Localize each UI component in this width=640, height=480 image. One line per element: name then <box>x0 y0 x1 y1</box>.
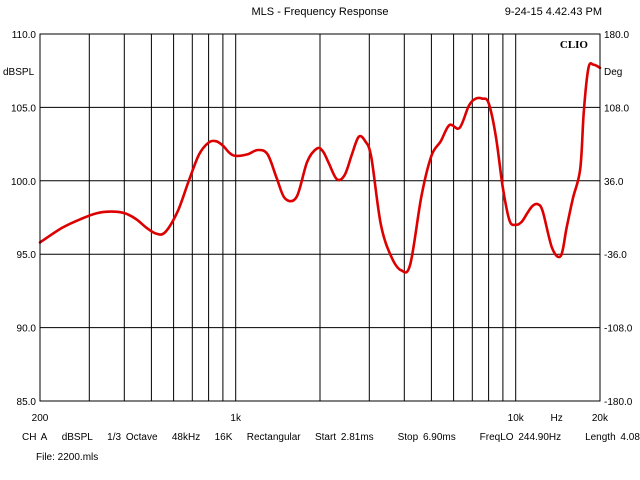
brand-label: CLIO <box>560 39 589 51</box>
y-right-tick-label: -108.0 <box>604 324 633 335</box>
y-right-tick-label: 108.0 <box>604 103 629 114</box>
start-time: Start 2.81ms <box>314 432 374 443</box>
x-tick-label: 10k <box>508 413 525 424</box>
size: 16K <box>214 432 233 443</box>
y-right-tick-label: -36.0 <box>604 250 627 261</box>
length: Length 4.08ms <box>585 432 640 443</box>
y-right-tick-label: 180.0 <box>604 30 629 41</box>
plot-frame <box>39 33 601 402</box>
right-axis-unit: Deg <box>604 67 622 78</box>
measurement-settings: CH A dBSPL 1/3 Octave 48kHz 16K Rectangu… <box>22 432 640 443</box>
unit: dBSPL <box>61 432 93 443</box>
channel: CH A <box>22 432 48 443</box>
y-left-tick-label: 110.0 <box>12 30 37 41</box>
y-left-tick-label: 100.0 <box>11 177 36 188</box>
x-tick-label: 200 <box>32 413 49 424</box>
file-name: File: 2200.mls <box>36 452 99 463</box>
axis-labels: 110.0 105.0 100.0 95.0 90.0 85.0 180.0 108.0 36.… <box>11 30 633 424</box>
y-right-tick-label: -180.0 <box>604 397 633 408</box>
left-axis-unit: dBSPL <box>3 67 35 78</box>
y-left-tick-label: 95.0 <box>17 250 37 261</box>
window: Rectangular <box>246 432 301 443</box>
series-layer <box>38 62 602 274</box>
x-axis-unit: Hz <box>551 413 563 424</box>
y-left-tick-label: 105.0 <box>11 103 36 114</box>
sample-rate: 48kHz <box>171 432 201 443</box>
timestamp: 9-24-15 4.42.43 PM <box>504 6 602 18</box>
frequency-response-line <box>38 62 602 274</box>
x-tick-label: 20k <box>592 413 609 424</box>
stop-time: Stop 6.90ms <box>397 432 456 443</box>
y-left-tick-label: 85.0 <box>17 397 37 408</box>
chart-title: MLS - Frequency Response <box>251 6 389 18</box>
x-tick-label: 1k <box>230 413 242 424</box>
freq-lo: FreqLO 244.90Hz <box>479 432 562 443</box>
y-left-tick-label: 90.0 <box>17 324 37 335</box>
y-right-tick-label: 36.0 <box>604 177 624 188</box>
grid <box>40 34 600 401</box>
smoothing: 1/3 Octave <box>107 432 158 443</box>
